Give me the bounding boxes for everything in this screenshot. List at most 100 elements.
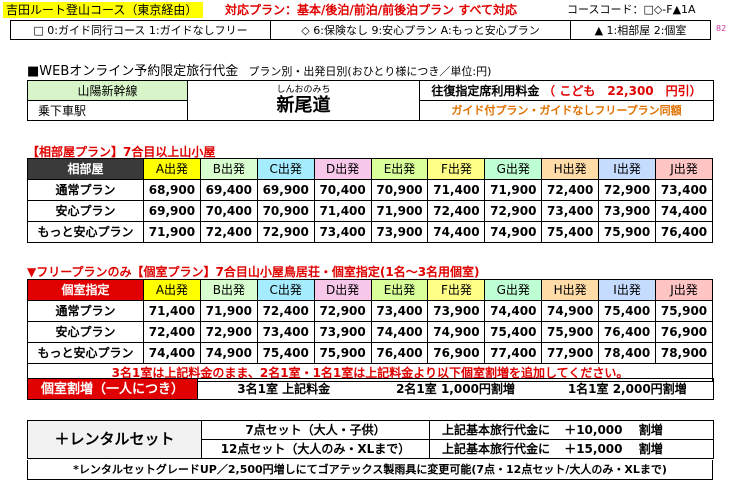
station-name: 新尾道 (276, 95, 331, 116)
price-cell: 75,900 (598, 221, 657, 243)
col-j: J出発 (655, 279, 713, 301)
shared-header-row: 相部屋 A出発 B出発 C出発 D出発 E出発 F出発 G出発 H出発 I出発 … (27, 158, 713, 180)
price-cell: 72,900 (484, 200, 543, 222)
rental-suffix: 割増 (638, 442, 663, 456)
price-cell: 72,900 (598, 179, 657, 201)
price-cell: 71,900 (199, 300, 258, 322)
fare-title-main: ■WEBオンライン予約限定旅行代金 (27, 64, 239, 79)
col-g: G出発 (484, 279, 543, 301)
rental-set12: 12点セット（大人のみ・XLまで） (201, 439, 430, 459)
price-cell: 72,900 (199, 321, 258, 343)
price-cell: 76,900 (655, 321, 713, 343)
price-cell: 74,400 (143, 342, 201, 364)
price-cell: 76,400 (655, 221, 713, 243)
price-cell: 72,400 (427, 200, 486, 222)
legend-room: ▲ 1:相部屋 2:個室 (570, 20, 711, 40)
private-header-row: 個室指定 A出発 B出発 C出発 D出発 E出発 F出発 G出発 H出発 I出発… (27, 279, 713, 301)
col-e: E出発 (370, 158, 429, 180)
col-h: H出発 (541, 158, 600, 180)
price-cell: 78,400 (598, 342, 657, 364)
private-header: 個室指定 (27, 279, 144, 301)
table-row: 安心プラン 69,900 70,400 70,900 71,400 71,900… (27, 200, 713, 222)
price-cell: 71,400 (427, 179, 486, 201)
course-code: コースコード：□◇-F▲1A (567, 3, 696, 16)
col-e: E出発 (370, 279, 429, 301)
col-f: F出発 (427, 158, 486, 180)
col-d: D出発 (313, 279, 372, 301)
shared-title: 【相部屋プラン】7合目以上山小屋 (27, 145, 216, 159)
child-fare: （ こども 22,300 円引） (543, 83, 702, 98)
surcharge-label: 個室割増（一人につき） (27, 378, 198, 400)
price-cell: 70,900 (370, 179, 429, 201)
price-cell: 78,900 (655, 342, 713, 364)
col-a: A出発 (143, 158, 201, 180)
fare-subtitle: プラン別・出発日別(おひとり様につき／単位:円) (248, 65, 492, 78)
price-cell: 73,400 (313, 221, 372, 243)
col-a: A出発 (143, 279, 201, 301)
price-cell: 73,400 (370, 300, 429, 322)
col-b: B出発 (199, 279, 258, 301)
price-cell: 75,900 (541, 321, 600, 343)
price-cell: 74,900 (199, 342, 258, 364)
reserved-fare-label: 往復指定席利用料金 (431, 83, 540, 98)
reserved-fare-cell: 往復指定席利用料金 （ こども 22,300 円引） (419, 80, 714, 101)
table-row: 安心プラン 72,400 72,900 73,400 73,900 74,400… (27, 321, 713, 343)
rental-prefix: 上記基本旅行代金に (442, 442, 551, 456)
line-name: 山陽新幹線 (27, 80, 188, 101)
price-cell: 73,900 (598, 200, 657, 222)
price-cell: 70,900 (256, 200, 315, 222)
same-price-note: ガイド付プラン・ガイドなしフリープラン同額 (419, 100, 714, 121)
plan-label: もっと安心プラン (27, 221, 144, 243)
shared-table: 相部屋 A出発 B出発 C出発 D出発 E出発 F出発 G出発 H出発 I出発 … (27, 158, 713, 243)
station-ruby: しんおのみち (276, 85, 331, 95)
plans-note: 対応プラン：基本/後泊/前泊/前後泊プラン すべて対応 (225, 3, 518, 17)
legend-guide: □ 0:ガイド同行コース 1:ガイドなしフリー (10, 20, 271, 40)
price-cell: 71,900 (484, 179, 543, 201)
price-cell: 73,900 (370, 221, 429, 243)
col-i: I出発 (598, 158, 657, 180)
price-cell: 77,900 (541, 342, 600, 364)
price-cell: 74,900 (427, 321, 486, 343)
plan-label: 安心プラン (27, 321, 144, 343)
private-table: 個室指定 A出発 B出発 C出発 D出発 E出発 F出発 G出発 H出発 I出発… (27, 279, 713, 382)
surcharge-1: 1名1室 2,000円割増 (541, 378, 714, 400)
price-cell: 75,400 (484, 321, 543, 343)
rental-prefix: 上記基本旅行代金に (442, 423, 551, 437)
price-cell: 72,900 (313, 300, 372, 322)
price-cell: 69,400 (199, 179, 258, 201)
plan-label: もっと安心プラン (27, 342, 144, 364)
private-title: ▼フリープランのみ【個室プラン】7合目山小屋鳥居荘・個室指定(1名～3名用個室) (27, 265, 480, 279)
price-cell: 71,900 (143, 221, 201, 243)
price-cell: 68,900 (143, 179, 201, 201)
fare-title: ■WEBオンライン予約限定旅行代金 プラン別・出発日別(おひとり様につき／単位:… (27, 64, 491, 80)
rental-label: ＋レンタルセット (27, 420, 202, 459)
price-cell: 75,400 (598, 300, 657, 322)
price-cell: 72,400 (256, 300, 315, 322)
shared-header: 相部屋 (27, 158, 144, 180)
price-cell: 71,400 (313, 200, 372, 222)
surcharge-3: 3名1室 上記料金 (197, 378, 370, 400)
plan-label: 通常プラン (27, 179, 144, 201)
rental-set7: 7点セット（大人・子供） (201, 420, 430, 440)
price-cell: 74,400 (427, 221, 486, 243)
col-c: C出発 (256, 158, 315, 180)
col-d: D出発 (313, 158, 372, 180)
price-cell: 74,400 (370, 321, 429, 343)
col-h: H出発 (541, 279, 600, 301)
price-cell: 73,400 (655, 179, 713, 201)
station-table: 山陽新幹線 しんおのみち 新尾道 往復指定席利用料金 （ こども 22,300 … (27, 80, 714, 121)
col-c: C出発 (256, 279, 315, 301)
surcharge-table: 個室割増（一人につき） 3名1室 上記料金 2名1室 1,000円割増 1名1室… (27, 378, 714, 400)
price-cell: 74,900 (484, 221, 543, 243)
price-cell: 72,400 (143, 321, 201, 343)
price-cell: 69,900 (256, 179, 315, 201)
price-cell: 73,400 (541, 200, 600, 222)
price-cell: 73,900 (313, 321, 372, 343)
plan-label: 通常プラン (27, 300, 144, 322)
col-j: J出発 (655, 158, 713, 180)
col-i: I出発 (598, 279, 657, 301)
price-cell: 73,400 (256, 321, 315, 343)
price-cell: 71,400 (143, 300, 201, 322)
col-b: B出発 (199, 158, 258, 180)
price-cell: 72,900 (256, 221, 315, 243)
